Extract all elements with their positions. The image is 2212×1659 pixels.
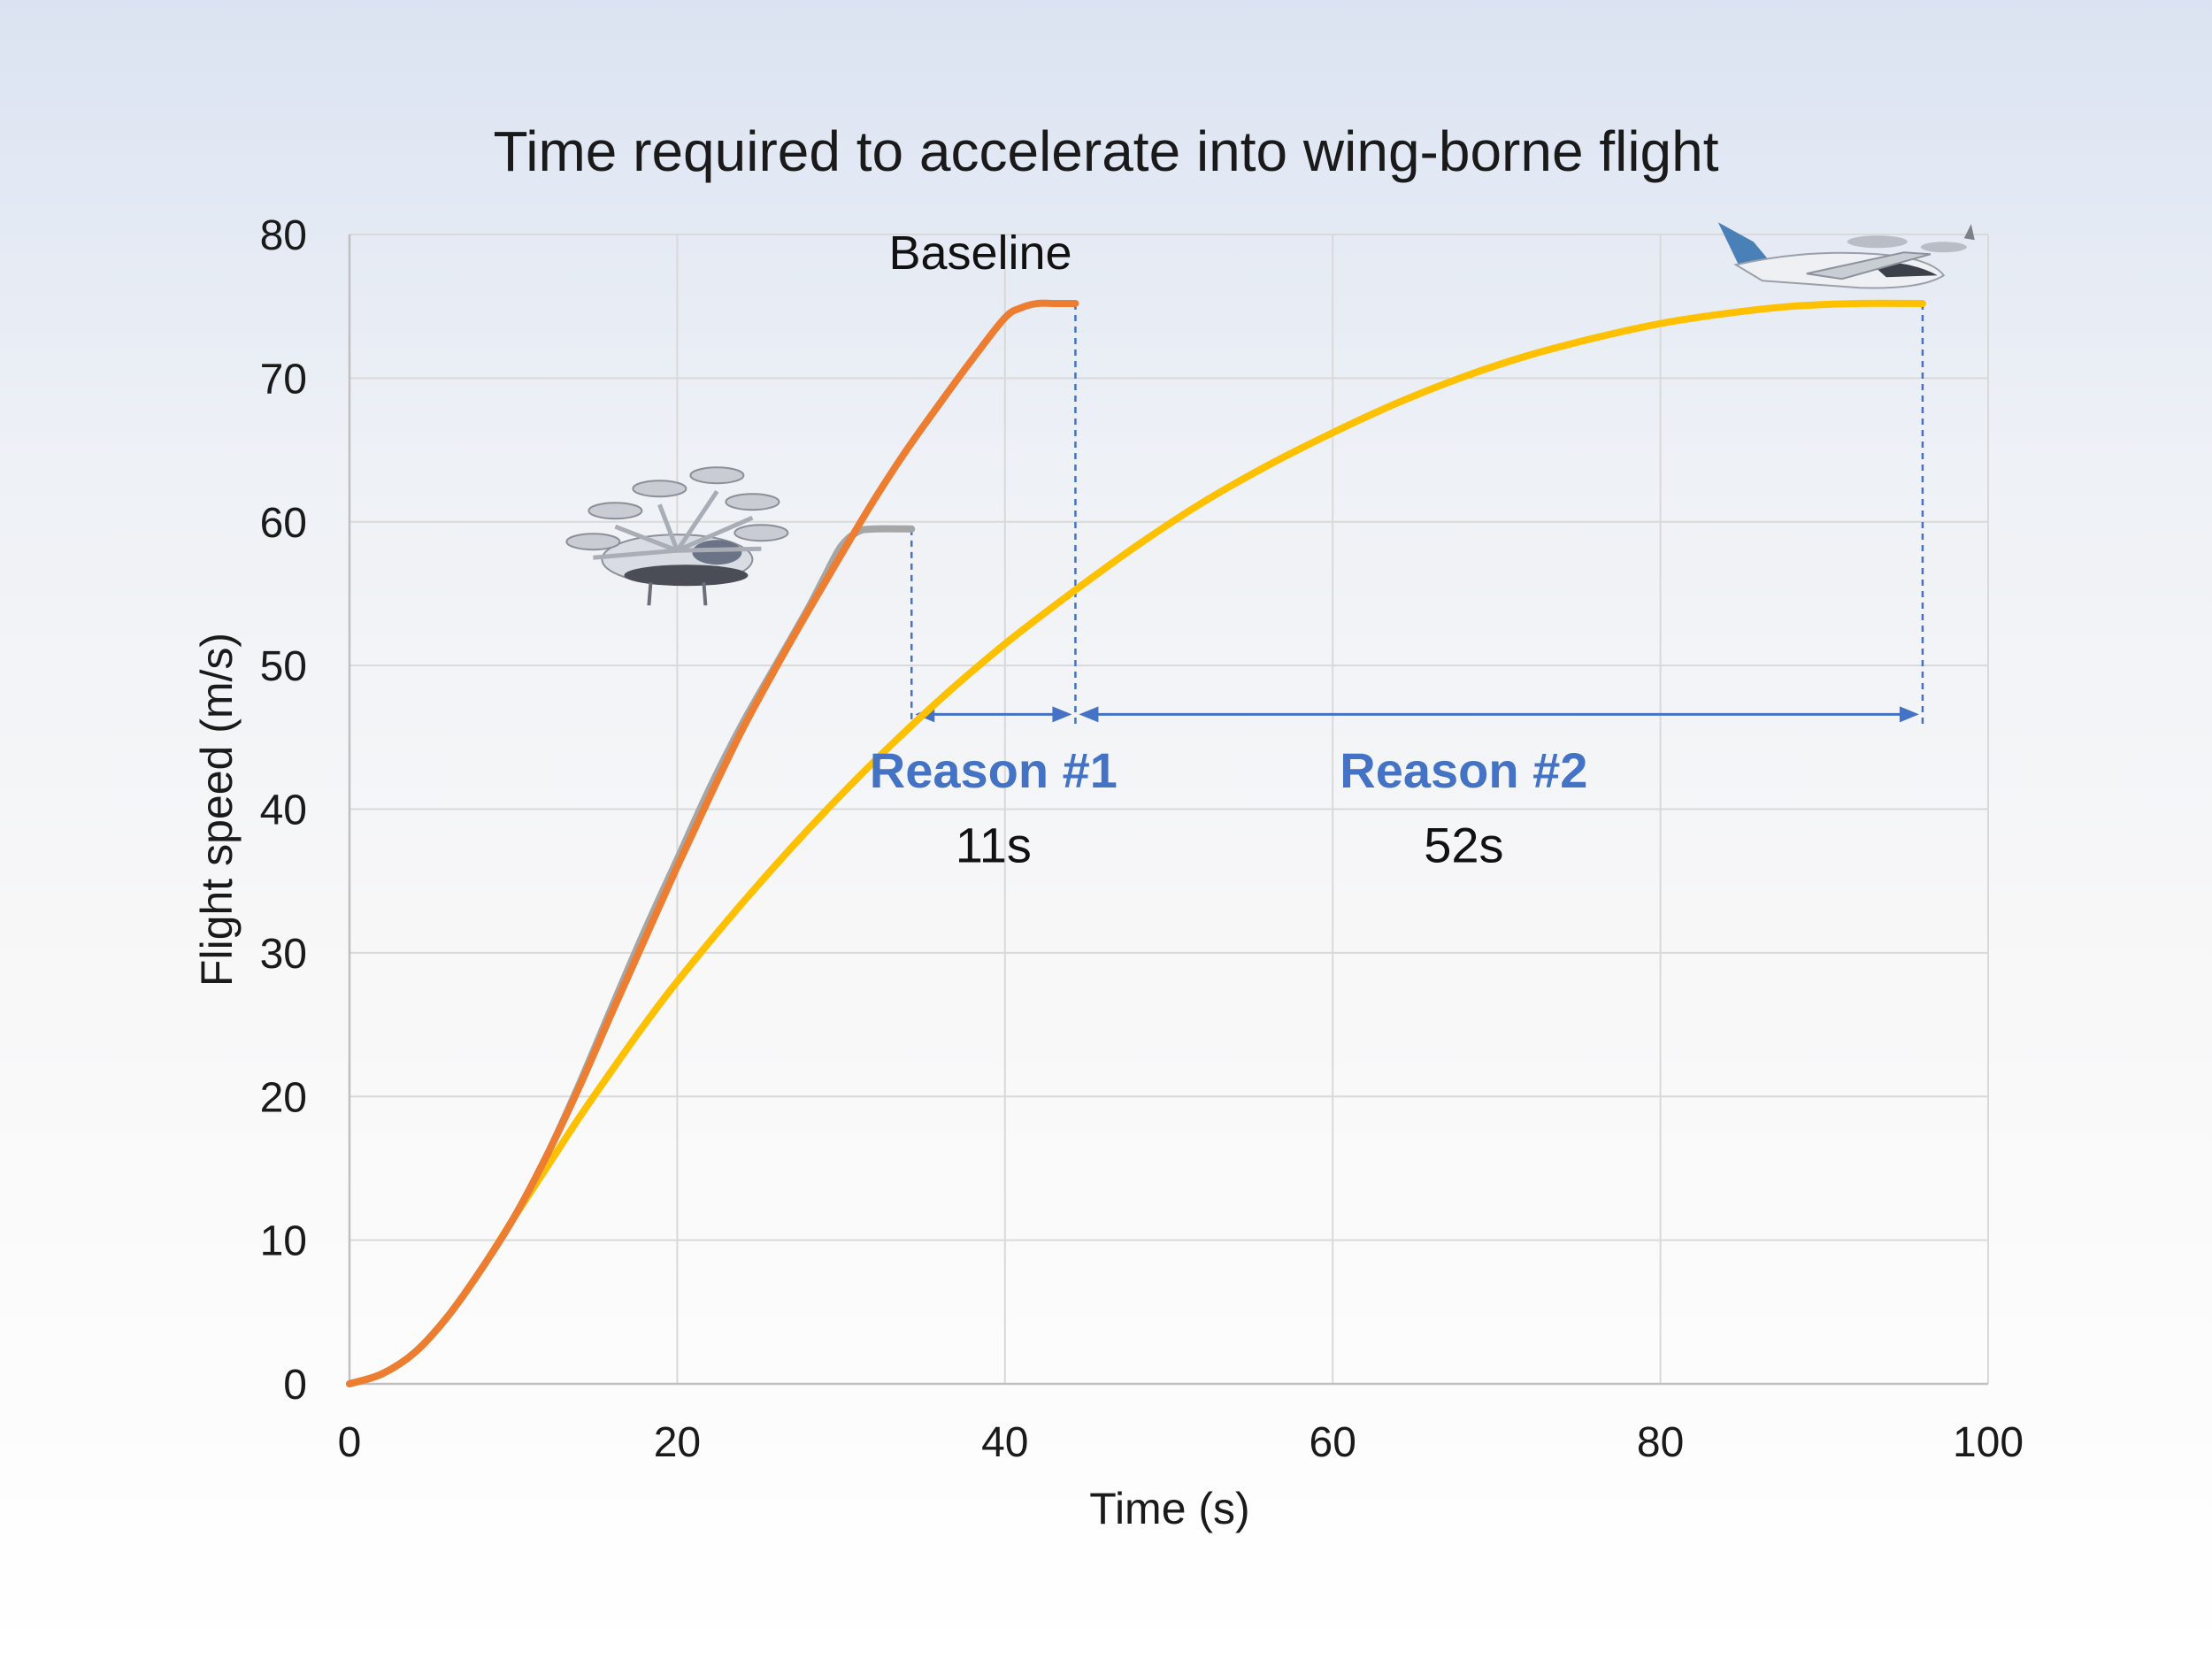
chart-title: Time required to accelerate into wing-bo… bbox=[494, 119, 1719, 183]
fixed-wing-rotor bbox=[1920, 242, 1967, 253]
arrowhead-right bbox=[1899, 706, 1919, 723]
fixed-wing-rotor bbox=[1847, 235, 1908, 249]
images bbox=[565, 222, 1975, 606]
y-tick-label: 70 bbox=[260, 356, 307, 403]
x-tick-label: 40 bbox=[981, 1419, 1028, 1466]
multicopter-rotor bbox=[689, 466, 745, 485]
multicopter-evtol-image bbox=[565, 466, 789, 606]
series bbox=[346, 299, 1926, 1387]
y-tick-label: 10 bbox=[260, 1218, 307, 1265]
reason-2-duration: 52s bbox=[1424, 818, 1503, 873]
y-tick-label: 40 bbox=[260, 787, 307, 834]
arrowhead-left bbox=[1079, 706, 1099, 723]
x-tick-label: 0 bbox=[338, 1419, 362, 1466]
y-tick-label: 20 bbox=[260, 1074, 307, 1121]
multicopter-arm bbox=[675, 489, 719, 552]
x-tick-label: 80 bbox=[1637, 1419, 1684, 1466]
grid bbox=[349, 234, 1989, 1384]
multicopter-arm bbox=[657, 503, 680, 552]
multicopter-arm bbox=[677, 546, 762, 553]
axes bbox=[348, 234, 1988, 1386]
multicopter-gear bbox=[647, 582, 653, 606]
baseline-series-label: Baseline bbox=[888, 227, 1071, 280]
multicopter-rotor bbox=[588, 502, 643, 520]
multicopter-rotor bbox=[632, 480, 687, 498]
multicopter-arm bbox=[676, 515, 754, 553]
gray-series-line bbox=[346, 525, 916, 1387]
multicopter-rotor bbox=[565, 533, 621, 551]
fixed-wing-wing bbox=[1806, 251, 1932, 280]
y-tick-label: 60 bbox=[260, 500, 307, 547]
baseline-series-line bbox=[346, 299, 1079, 1387]
x-axis-title: Time (s) bbox=[1089, 1484, 1249, 1533]
y-tick-label: 50 bbox=[260, 643, 307, 690]
y-axis-title: Flight speed (m/s) bbox=[192, 633, 242, 987]
arrowhead-right bbox=[1052, 706, 1072, 723]
y-tick-label: 80 bbox=[260, 212, 307, 259]
reason-1-label: Reason #1 bbox=[870, 742, 1118, 798]
labels: Baseline Reason #1 11s Reason #2 52s bbox=[870, 227, 1588, 873]
fixed-wing-propeller bbox=[1963, 224, 1975, 241]
fixed-wing-evtol-image bbox=[1717, 222, 1975, 289]
multicopter-belly bbox=[624, 565, 749, 587]
reason-1-duration: 11s bbox=[956, 818, 1032, 873]
tick-labels: 0 10 20 30 40 50 60 70 80 0 20 40 60 80 100 bbox=[260, 212, 2024, 1466]
multicopter-rotor bbox=[725, 493, 780, 511]
multicopter-gear bbox=[702, 582, 708, 606]
multicopter-rotor bbox=[733, 524, 789, 542]
x-tick-label: 60 bbox=[1310, 1419, 1356, 1466]
x-tick-label: 100 bbox=[1953, 1419, 2024, 1466]
x-tick-label: 20 bbox=[654, 1419, 701, 1466]
multicopter-arm bbox=[593, 548, 678, 560]
y-tick-label: 0 bbox=[283, 1362, 307, 1409]
fixed-wing-tail bbox=[1717, 222, 1776, 269]
multicopter-canopy bbox=[692, 540, 742, 565]
multicopter-arm bbox=[614, 524, 679, 553]
reason-2-label: Reason #2 bbox=[1340, 742, 1587, 798]
yellow-series-line bbox=[346, 299, 1926, 1387]
y-tick-label: 30 bbox=[260, 931, 307, 978]
